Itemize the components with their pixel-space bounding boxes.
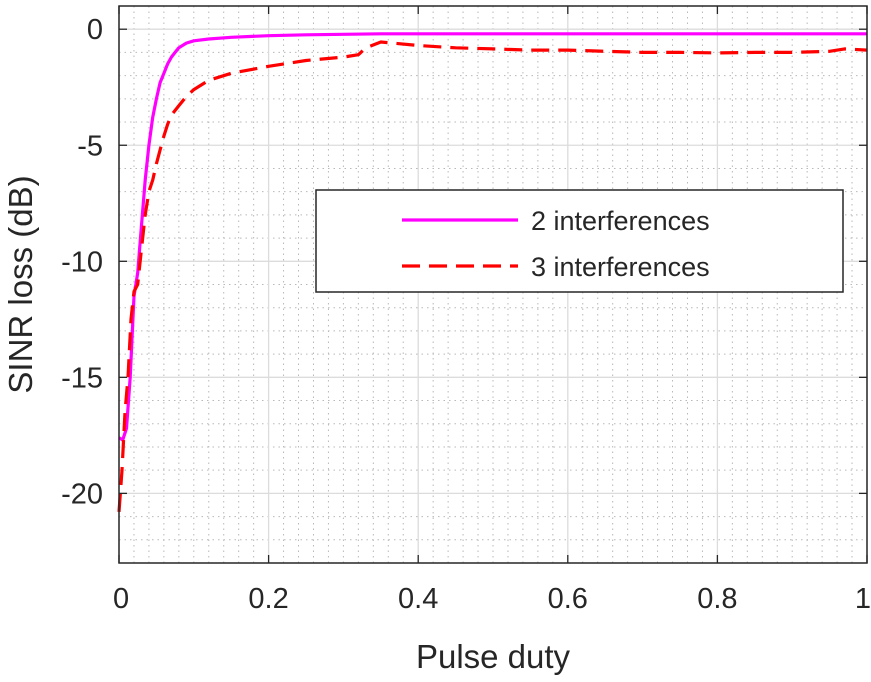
legend-label-3-interferences: 3 interferences (531, 252, 710, 282)
x-axis-label: Pulse duty (416, 638, 571, 675)
x-tick-label: 1 (855, 583, 871, 615)
x-tick-label: 0.6 (548, 583, 588, 615)
legend-label-2-interferences: 2 interferences (531, 206, 710, 236)
y-tick-label: -10 (61, 246, 103, 278)
x-tick-label: 0 (113, 583, 129, 615)
axis-ticks: 0 0.2 0.4 0.6 0.8 1 0 -5 -10 -15 -20 (61, 6, 871, 615)
x-tick-label: 0.4 (398, 583, 438, 615)
series-layer (117, 32, 868, 513)
y-tick-label: -20 (61, 478, 103, 510)
y-tick-label: -5 (77, 130, 103, 162)
series-line-3-interferences (117, 40, 868, 513)
legend: 2 interferences 3 interferences (315, 189, 844, 293)
plot-frame (118, 5, 868, 564)
y-tick-label: 0 (87, 14, 103, 46)
y-axis-label: SINR loss (dB) (2, 175, 39, 393)
y-tick-label: -15 (61, 362, 103, 394)
x-tick-label: 0.8 (697, 583, 737, 615)
x-tick-label: 0.2 (248, 583, 288, 615)
legend-box (315, 189, 844, 293)
